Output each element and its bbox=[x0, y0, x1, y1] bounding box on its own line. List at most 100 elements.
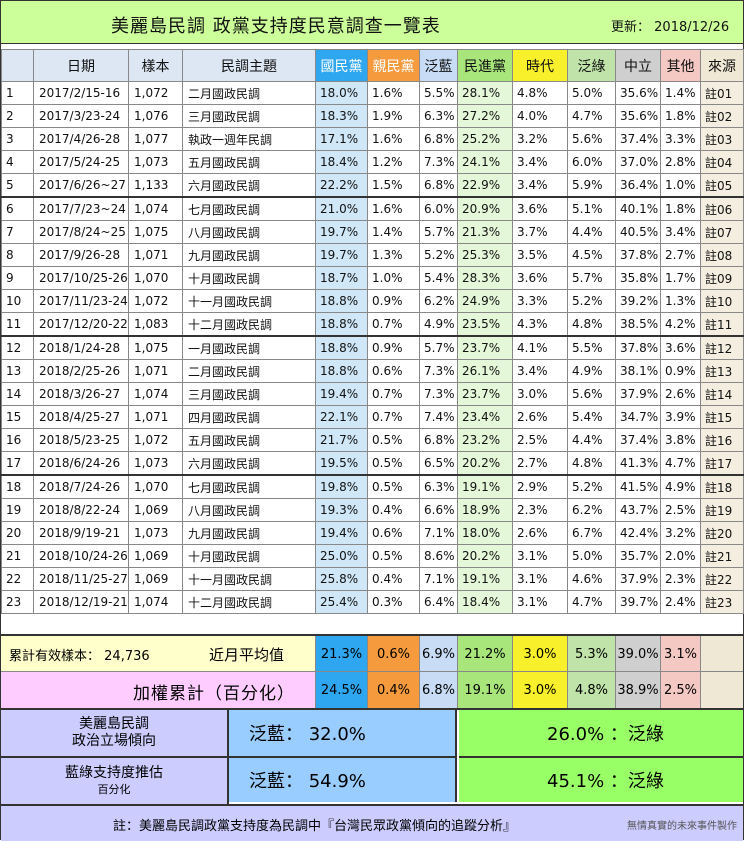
cell-pan-blue: 5.4% bbox=[419, 266, 458, 290]
cell-sample: 1,069 bbox=[128, 498, 183, 522]
cell-pfp: 1.6% bbox=[367, 196, 420, 221]
table-row: 2 2017/3/23-24 1,076 三月國政民調 18.3% 1.9% 6.3% 27.… bbox=[1, 104, 744, 128]
table-row: 23 2018/12/19-21 1,074 十二月國政民調 25.4% 0.3% 6.4%… bbox=[1, 590, 744, 614]
sample-total: 累計有效樣本： 24,736 bbox=[9, 645, 150, 664]
cell-kmt: 25.0% bbox=[315, 544, 368, 568]
cell-npp: 3.6% bbox=[512, 266, 568, 290]
cell-pan-green: 4.5% bbox=[567, 243, 616, 267]
cell-kmt: 19.7% bbox=[315, 220, 368, 244]
stance-blue: 泛藍： 32.0% bbox=[229, 710, 457, 756]
cell-dpp: 23.2% bbox=[457, 428, 513, 452]
cell-other: 1.0% bbox=[660, 173, 701, 198]
cell-dpp: 20.2% bbox=[457, 451, 513, 476]
cell-topic: 十二月國政民調 bbox=[182, 312, 316, 337]
cell-index: 22 bbox=[1, 567, 34, 591]
column-header-date: 日期 bbox=[33, 49, 129, 82]
cell-sample: 1,073 bbox=[128, 451, 183, 476]
cell-sample: 1,070 bbox=[128, 474, 183, 499]
table-row: 5 2017/6/26~27 1,133 六月國政民調 22.2% 1.5% 6.8% 22.… bbox=[1, 173, 744, 198]
table-row: 4 2017/5/24-25 1,073 五月國政民調 18.4% 1.2% 7.3% 24.… bbox=[1, 150, 744, 174]
cell-kmt: 19.3% bbox=[315, 498, 368, 522]
table-row: 14 2018/3/26-27 1,074 三月國政民調 19.4% 0.7% 7.3% 23… bbox=[1, 382, 744, 406]
cell-date: 2018/10/24-26 bbox=[33, 544, 129, 568]
page-title: 美麗島民調 政黨支持度民意調查一覽表 bbox=[111, 16, 441, 37]
cell-neutral: 38.1% bbox=[615, 359, 661, 383]
cell-sample: 1,069 bbox=[128, 544, 183, 568]
cell-neutral: 35.8% bbox=[615, 266, 661, 290]
cell-kmt: 19.7% bbox=[315, 243, 368, 267]
cell-pan-blue: 5.7% bbox=[419, 220, 458, 244]
cell-npp: 3.2% bbox=[512, 127, 568, 151]
w-blue: 6.8% bbox=[419, 672, 457, 708]
cell-pfp: 0.7% bbox=[367, 405, 420, 429]
cell-npp: 3.4% bbox=[512, 359, 568, 383]
cell-kmt: 18.3% bbox=[315, 104, 368, 128]
cell-index: 10 bbox=[1, 289, 34, 313]
update-date: 2018/12/26 bbox=[654, 20, 730, 35]
cell-index: 16 bbox=[1, 428, 34, 452]
cell-sample: 1,071 bbox=[128, 243, 183, 267]
cell-pan-green: 5.6% bbox=[567, 127, 616, 151]
cell-source: 註12 bbox=[700, 335, 744, 360]
cell-source: 註23 bbox=[700, 590, 744, 614]
cell-source: 註04 bbox=[700, 150, 744, 174]
cell-kmt: 18.0% bbox=[315, 81, 368, 105]
cell-pan-green: 6.7% bbox=[567, 521, 616, 545]
cell-kmt: 18.8% bbox=[315, 359, 368, 383]
cell-pan-blue: 6.6% bbox=[419, 498, 458, 522]
estimate-blue: 泛藍： 54.9% bbox=[229, 756, 457, 802]
cell-index: 17 bbox=[1, 451, 34, 476]
cell-index: 11 bbox=[1, 312, 34, 337]
cell-neutral: 40.1% bbox=[615, 196, 661, 221]
cell-kmt: 19.5% bbox=[315, 451, 368, 476]
cell-pan-green: 5.0% bbox=[567, 81, 616, 105]
cell-other: 2.7% bbox=[660, 243, 701, 267]
cell-npp: 2.5% bbox=[512, 428, 568, 452]
column-header-neutral: 中立 bbox=[615, 49, 661, 82]
cell-index: 20 bbox=[1, 521, 34, 545]
cell-index: 5 bbox=[1, 173, 34, 198]
cell-date: 2018/2/25-26 bbox=[33, 359, 129, 383]
cell-pan-green: 5.6% bbox=[567, 382, 616, 406]
cell-pfp: 1.6% bbox=[367, 81, 420, 105]
table-row: 3 2017/4/26-28 1,077 執政一週年民調 17.1% 1.6% 6.8% 25… bbox=[1, 127, 744, 151]
cell-pan-blue: 5.5% bbox=[419, 81, 458, 105]
cell-index: 2 bbox=[1, 104, 34, 128]
w-green: 4.8% bbox=[567, 672, 615, 708]
cell-sample: 1,072 bbox=[128, 428, 183, 452]
cell-kmt: 22.2% bbox=[315, 173, 368, 198]
poll-table: 日期 樣本 民調主題 國民黨 親民黨 泛藍 民進黨 時代 泛綠 中立 其他 來源 1 2017/2/15-… bbox=[1, 49, 744, 614]
cell-dpp: 28.3% bbox=[457, 266, 513, 290]
cell-topic: 一月國政民調 bbox=[182, 335, 316, 360]
cell-kmt: 19.8% bbox=[315, 474, 368, 499]
cell-kmt: 18.8% bbox=[315, 289, 368, 313]
cell-dpp: 18.0% bbox=[457, 521, 513, 545]
cell-neutral: 42.4% bbox=[615, 521, 661, 545]
cell-sample: 1,071 bbox=[128, 405, 183, 429]
column-header-dpp: 民進黨 bbox=[457, 49, 513, 82]
cell-dpp: 23.7% bbox=[457, 382, 513, 406]
avg-blue: 6.9% bbox=[419, 636, 457, 672]
cell-pan-green: 4.4% bbox=[567, 220, 616, 244]
cell-pfp: 0.6% bbox=[367, 521, 420, 545]
cell-pfp: 0.7% bbox=[367, 312, 420, 337]
cell-kmt: 18.8% bbox=[315, 312, 368, 337]
cell-other: 2.5% bbox=[660, 498, 701, 522]
cell-pan-blue: 8.6% bbox=[419, 544, 458, 568]
cell-source: 註20 bbox=[700, 521, 744, 545]
cell-other: 3.9% bbox=[660, 405, 701, 429]
avg-kmt: 21.3% bbox=[315, 636, 367, 672]
table-row: 12 2018/1/24-28 1,075 一月國政民調 18.8% 0.9% 5.7% 23… bbox=[1, 335, 744, 360]
cell-kmt: 21.7% bbox=[315, 428, 368, 452]
estimate-label-line2: 百分化 bbox=[97, 783, 131, 796]
cell-kmt: 17.1% bbox=[315, 127, 368, 151]
cell-dpp: 19.1% bbox=[457, 567, 513, 591]
cell-pfp: 0.5% bbox=[367, 451, 420, 476]
cell-neutral: 37.4% bbox=[615, 127, 661, 151]
avg-neutral: 39.0% bbox=[615, 636, 660, 672]
cell-date: 2017/11/23-24 bbox=[33, 289, 129, 313]
cell-sample: 1,074 bbox=[128, 196, 183, 221]
cell-pan-green: 5.0% bbox=[567, 544, 616, 568]
cell-kmt: 22.1% bbox=[315, 405, 368, 429]
cell-date: 2017/6/26~27 bbox=[33, 173, 129, 198]
